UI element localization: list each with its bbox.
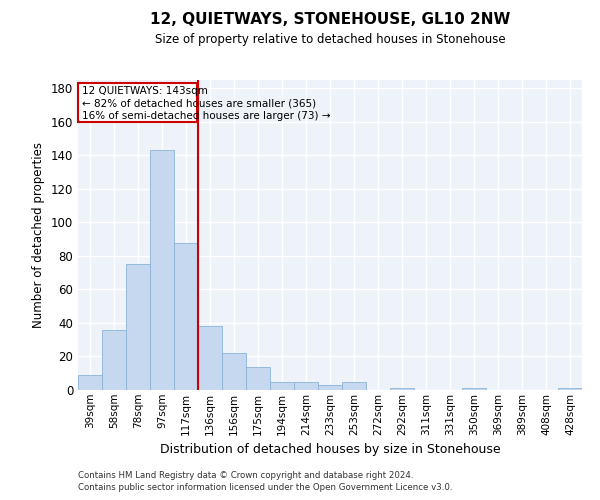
Text: Contains HM Land Registry data © Crown copyright and database right 2024.: Contains HM Land Registry data © Crown c…: [78, 471, 413, 480]
FancyBboxPatch shape: [79, 84, 197, 122]
Bar: [78, 375, 102, 390]
Bar: [390, 388, 414, 390]
Text: Contains public sector information licensed under the Open Government Licence v3: Contains public sector information licen…: [78, 484, 452, 492]
Bar: [462, 388, 486, 390]
Bar: [198, 326, 222, 390]
Text: 12, QUIETWAYS, STONEHOUSE, GL10 2NW: 12, QUIETWAYS, STONEHOUSE, GL10 2NW: [150, 12, 510, 28]
Bar: [174, 242, 198, 390]
Bar: [222, 353, 246, 390]
Text: Size of property relative to detached houses in Stonehouse: Size of property relative to detached ho…: [155, 32, 505, 46]
Bar: [342, 382, 366, 390]
Bar: [318, 385, 342, 390]
Bar: [102, 330, 126, 390]
Bar: [126, 264, 150, 390]
Bar: [246, 366, 270, 390]
Y-axis label: Number of detached properties: Number of detached properties: [32, 142, 45, 328]
Text: ← 82% of detached houses are smaller (365): ← 82% of detached houses are smaller (36…: [82, 98, 316, 108]
Bar: [294, 382, 318, 390]
Text: 12 QUIETWAYS: 143sqm: 12 QUIETWAYS: 143sqm: [82, 86, 208, 96]
Bar: [558, 388, 582, 390]
X-axis label: Distribution of detached houses by size in Stonehouse: Distribution of detached houses by size …: [160, 443, 500, 456]
Text: 16% of semi-detached houses are larger (73) →: 16% of semi-detached houses are larger (…: [82, 111, 331, 121]
Bar: [150, 150, 174, 390]
Bar: [270, 382, 294, 390]
